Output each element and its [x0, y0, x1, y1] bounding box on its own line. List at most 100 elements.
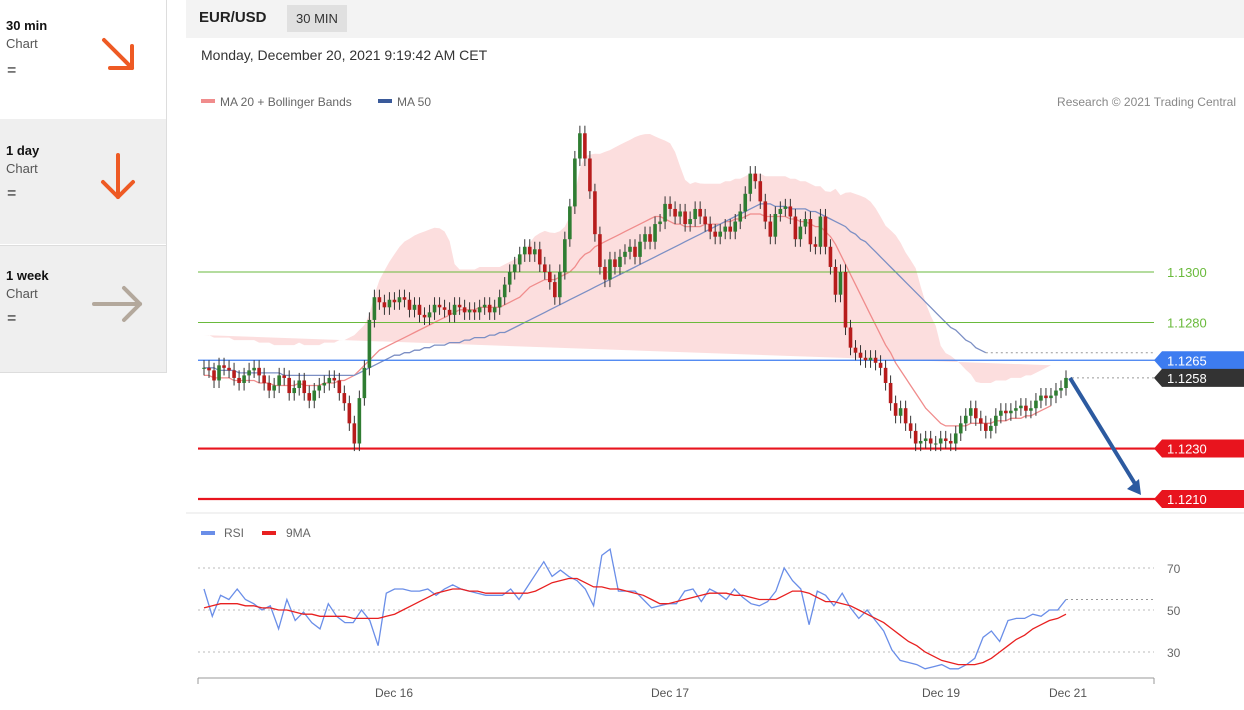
- candle-body: [673, 208, 677, 217]
- rsi-tick-label: 70: [1167, 562, 1181, 576]
- level-label-1.1230: 1.1230: [1167, 442, 1207, 457]
- timeframe-subtitle: Chart: [6, 286, 38, 301]
- rsi-indicator: 70 50 30: [198, 547, 1181, 670]
- equal-sign: =: [7, 62, 17, 79]
- candle-body: [432, 304, 437, 313]
- candle-body: [678, 211, 682, 217]
- candle-body: [1049, 395, 1053, 399]
- candle-body: [923, 438, 928, 441]
- candle-body: [282, 375, 286, 378]
- level-tag-1.1230: [1154, 439, 1244, 458]
- candle-body: [302, 380, 307, 394]
- level-label-1.1265: 1.1265: [1167, 353, 1207, 368]
- candle-body: [733, 221, 738, 232]
- timeframe-title: 1 day: [6, 143, 40, 158]
- candle-body: [888, 382, 893, 404]
- candle-body: [247, 370, 251, 376]
- candle-body: [608, 259, 612, 280]
- candle-body: [788, 206, 793, 217]
- candle-body: [728, 226, 733, 232]
- timeframe-30min[interactable]: 30 min Chart =: [0, 0, 166, 125]
- candle-body: [392, 299, 397, 303]
- candle-body: [292, 388, 297, 394]
- candle-body: [437, 304, 442, 308]
- candle-body: [502, 284, 507, 298]
- timeframe-1week[interactable]: 1 week Chart =: [0, 245, 166, 372]
- candle-body: [217, 365, 221, 381]
- candle-body: [928, 438, 933, 444]
- candle-body: [553, 282, 557, 298]
- candle-body: [903, 408, 908, 424]
- candle-body: [683, 211, 687, 225]
- candle-body: [442, 307, 447, 310]
- candle-body: [1004, 410, 1008, 414]
- candle-body: [222, 365, 226, 368]
- candle-body: [878, 362, 883, 368]
- candle-body: [738, 211, 743, 222]
- candle-body: [382, 302, 387, 308]
- timeframe-sidebar: 30 min Chart = 1 day Chart = 1 week Char…: [0, 0, 167, 373]
- rsi-line: [203, 547, 1067, 670]
- timeframe-1day[interactable]: 1 day Chart =: [0, 119, 166, 244]
- candle-body: [1059, 388, 1063, 391]
- time-tick-label: Dec 19: [922, 686, 960, 700]
- forecast-arrow: [1068, 376, 1141, 495]
- candle-body: [337, 380, 342, 394]
- candle-body: [628, 246, 632, 252]
- candle-body: [973, 408, 978, 419]
- ma9-legend-swatch: [262, 531, 276, 535]
- ma9-legend-label: 9MA: [286, 526, 311, 540]
- candle-body: [372, 297, 377, 320]
- candle-body: [362, 367, 367, 399]
- level-label-1.1210: 1.1210: [1167, 492, 1207, 507]
- candle-body: [287, 377, 291, 394]
- ma20-legend-label: MA 20 + Bollinger Bands: [220, 95, 352, 109]
- candle-body: [848, 327, 853, 348]
- ma20-line: [204, 213, 1052, 427]
- candle-body: [708, 224, 712, 232]
- candle-body: [989, 425, 993, 431]
- candle-body: [317, 385, 322, 391]
- candle-body: [542, 264, 547, 272]
- candle-body: [407, 299, 412, 310]
- candle-body: [883, 367, 888, 383]
- candle-body: [698, 208, 702, 217]
- equal-sign: =: [7, 310, 17, 327]
- candle-body: [783, 206, 788, 209]
- candle-body: [367, 319, 372, 368]
- candle-body: [793, 216, 798, 240]
- candle-body: [623, 251, 627, 257]
- candle-body: [663, 203, 667, 222]
- level-label-1.1300: 1.1300: [1167, 265, 1207, 280]
- candle-body: [1044, 395, 1048, 399]
- candle-body: [512, 264, 517, 272]
- candle-body: [703, 216, 707, 225]
- candle-body: [227, 367, 231, 371]
- candle-body: [537, 249, 542, 265]
- candle-body: [798, 226, 803, 240]
- candle-body: [873, 357, 878, 363]
- candle-body: [918, 440, 923, 444]
- candle-body: [272, 385, 276, 391]
- candle-body: [898, 408, 903, 416]
- candle-body: [462, 307, 467, 313]
- candle-body: [312, 390, 317, 401]
- candle-body: [893, 403, 898, 416]
- candles: [202, 125, 1068, 452]
- timeframe-badge[interactable]: 30 MIN: [287, 5, 347, 32]
- candle-body: [713, 231, 717, 237]
- candle-body: [207, 367, 211, 371]
- candle-body: [477, 307, 482, 313]
- candle-body: [818, 216, 823, 247]
- candle-body: [668, 203, 672, 209]
- candle-body: [277, 375, 281, 386]
- candle-body: [563, 239, 567, 272]
- candle-body: [347, 403, 352, 424]
- candle-body: [803, 219, 808, 227]
- candle-body: [412, 304, 417, 310]
- candle-body: [1009, 410, 1013, 414]
- candle-body: [357, 398, 362, 444]
- timeframe-title: 30 min: [6, 18, 48, 33]
- candle-body: [242, 375, 246, 383]
- candle-body: [1024, 405, 1028, 411]
